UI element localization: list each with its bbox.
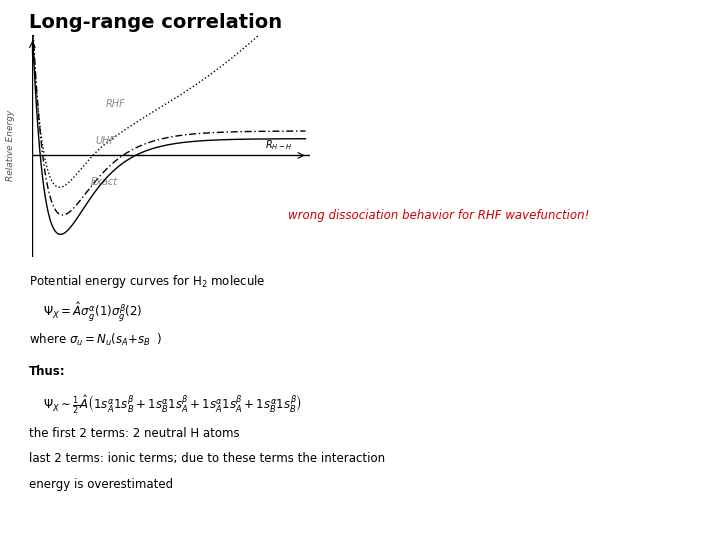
Text: the first 2 terms: 2 neutral H atoms: the first 2 terms: 2 neutral H atoms <box>29 427 240 440</box>
Text: Thus:: Thus: <box>29 366 66 379</box>
Text: UHF: UHF <box>95 136 115 146</box>
Text: Long-range correlation: Long-range correlation <box>29 14 282 32</box>
Text: Exact: Exact <box>91 177 118 187</box>
Text: $\Psi_X = \hat{A}\sigma_g^{\alpha}(1)\sigma_g^{\beta}(2)$: $\Psi_X = \hat{A}\sigma_g^{\alpha}(1)\si… <box>43 301 143 324</box>
Text: $R_{H-H}$: $R_{H-H}$ <box>265 139 292 152</box>
Text: wrong dissociation behavior for RHF wavefunction!: wrong dissociation behavior for RHF wave… <box>288 210 590 222</box>
Text: energy is overestimated: energy is overestimated <box>29 478 173 491</box>
Text: Potential energy curves for H$_2$ molecule: Potential energy curves for H$_2$ molecu… <box>29 273 265 289</box>
Text: $\Psi_X \sim \frac{1}{2}\hat{A}\left(1s_A^{\alpha}1s_B^{\beta}+1s_B^{\alpha}1s_A: $\Psi_X \sim \frac{1}{2}\hat{A}\left(1s_… <box>43 394 302 416</box>
Text: Relative Energy: Relative Energy <box>6 110 14 181</box>
Text: where $\sigma_u$$=$$N_u(s_A$$+$$s_B$  $)$: where $\sigma_u$$=$$N_u(s_A$$+$$s_B$ $)$ <box>29 332 163 348</box>
Text: last 2 terms: ionic terms; due to these terms the interaction: last 2 terms: ionic terms; due to these … <box>29 453 385 465</box>
Text: RHF: RHF <box>105 99 125 109</box>
